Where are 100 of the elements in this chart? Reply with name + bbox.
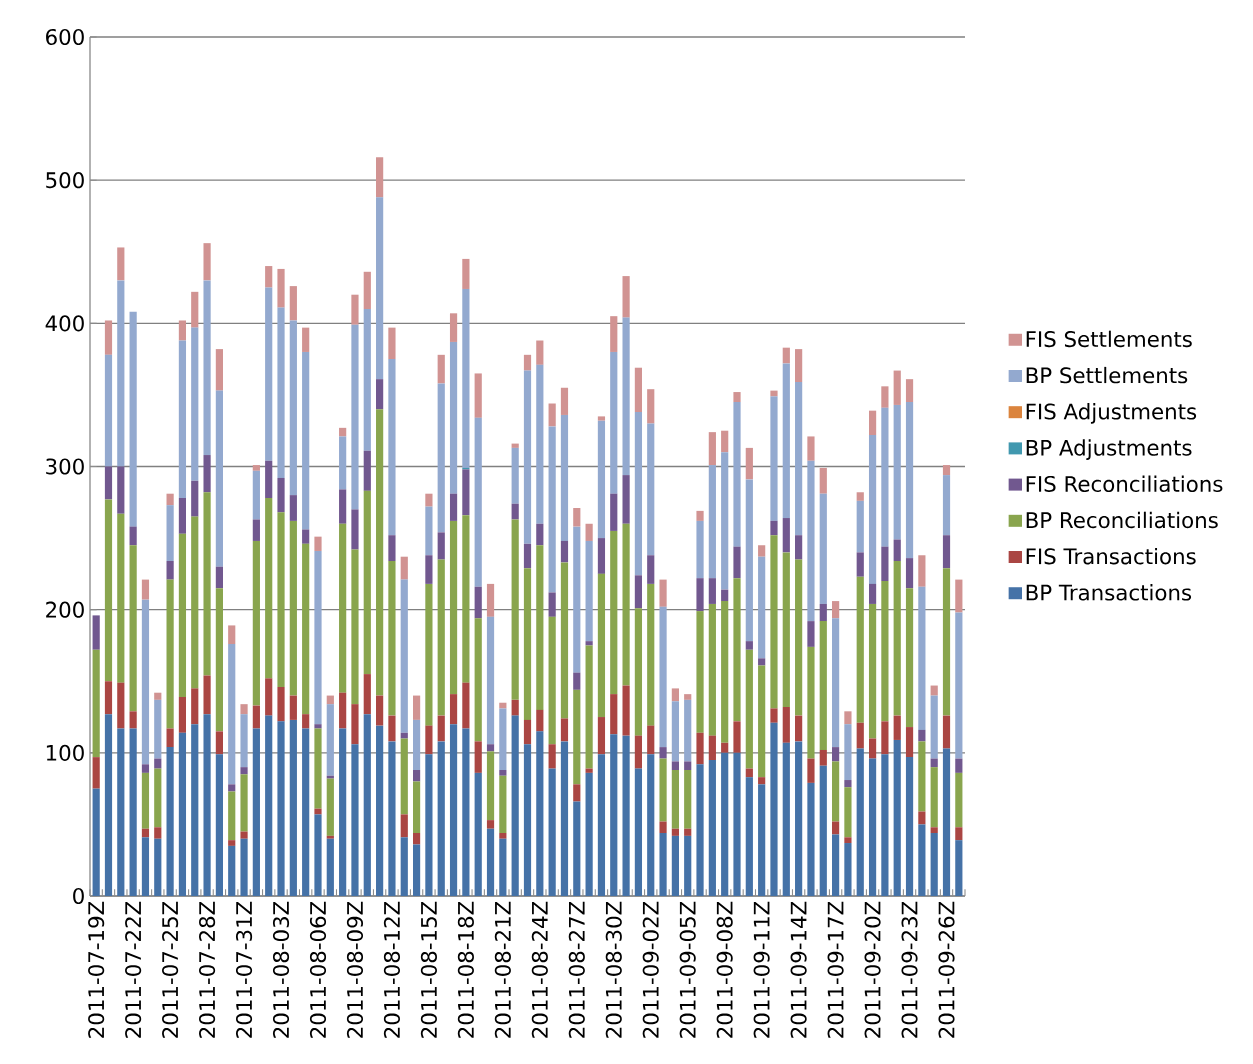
y-tick-label: 200 xyxy=(46,601,84,618)
y-tick-label: 100 xyxy=(46,744,84,761)
bar xyxy=(129,311,137,527)
x-tick-label: 2011-08-12Z xyxy=(383,901,400,1038)
bar xyxy=(302,543,310,715)
bar xyxy=(252,728,260,896)
bar xyxy=(918,811,926,825)
bar xyxy=(721,430,729,453)
bar xyxy=(560,718,569,742)
bar xyxy=(634,575,643,609)
bar xyxy=(363,674,371,715)
bar xyxy=(277,512,285,687)
bar xyxy=(92,788,100,896)
bar xyxy=(141,837,150,896)
bar xyxy=(351,704,359,745)
x-tick-label: 2011-08-06Z xyxy=(309,901,327,1038)
bar xyxy=(400,738,408,815)
bar xyxy=(412,719,421,771)
bar xyxy=(745,641,753,650)
bar xyxy=(758,784,766,896)
bar xyxy=(400,837,408,896)
bar xyxy=(449,520,458,695)
bar xyxy=(388,715,396,742)
bar xyxy=(141,599,150,765)
bar xyxy=(252,465,260,471)
bar xyxy=(856,748,864,896)
bar xyxy=(881,581,889,722)
bar xyxy=(659,821,667,834)
bar xyxy=(942,568,951,716)
bar xyxy=(671,688,679,702)
bar xyxy=(265,460,273,498)
bar xyxy=(437,741,445,896)
bar xyxy=(955,772,963,828)
bar xyxy=(339,728,347,896)
bar xyxy=(647,754,655,896)
bar xyxy=(215,390,223,567)
bar xyxy=(905,379,914,403)
bar xyxy=(511,519,519,700)
bar xyxy=(573,689,581,785)
legend-label: BP Reconciliations xyxy=(1026,511,1218,529)
bar xyxy=(856,552,864,577)
bar xyxy=(511,503,519,520)
bar xyxy=(178,697,187,733)
bar xyxy=(104,320,113,355)
bar xyxy=(868,583,877,604)
x-tick-label: 2011-09-08Z xyxy=(716,901,733,1038)
bar xyxy=(548,616,556,745)
bar xyxy=(844,787,852,838)
x-tick-label: 2011-08-15Z xyxy=(420,901,437,1038)
bar xyxy=(634,768,643,896)
legend-label: FIS Transactions xyxy=(1026,547,1196,565)
x-tick-label: 2011-08-30Z xyxy=(605,901,622,1038)
bar xyxy=(400,556,408,580)
bar xyxy=(758,658,766,666)
bar xyxy=(905,402,914,559)
bar xyxy=(684,694,692,700)
bar xyxy=(388,359,396,536)
bar xyxy=(437,383,445,533)
bar xyxy=(696,764,704,896)
bar xyxy=(277,686,285,722)
bar xyxy=(782,363,790,519)
bar xyxy=(708,735,716,760)
bar xyxy=(782,742,790,896)
bar xyxy=(302,728,310,896)
bar xyxy=(634,367,643,413)
bar xyxy=(511,699,519,716)
bar xyxy=(671,701,679,762)
bar xyxy=(511,447,519,504)
bar xyxy=(844,843,852,896)
bar xyxy=(376,157,384,198)
x-tick-label: 2011-09-23Z xyxy=(901,901,918,1038)
bar xyxy=(400,814,408,838)
bar xyxy=(832,601,840,619)
bar xyxy=(758,665,766,778)
bar xyxy=(191,724,199,896)
bar xyxy=(191,291,199,328)
legend-label: BP Adjustments xyxy=(1026,439,1192,460)
bar xyxy=(955,827,963,841)
legend-label: BP Transactions xyxy=(1026,584,1192,601)
bar xyxy=(708,465,716,579)
bar xyxy=(659,833,667,896)
legend-label: FIS Adjustments xyxy=(1026,403,1197,424)
x-tick-label: 2011-08-27Z xyxy=(568,901,585,1038)
bar xyxy=(770,396,778,521)
bar xyxy=(117,466,125,514)
bar xyxy=(486,828,495,896)
bar xyxy=(758,556,766,659)
bar xyxy=(363,490,371,675)
bar xyxy=(412,695,421,720)
bar xyxy=(363,271,371,310)
bar xyxy=(462,288,470,468)
bar xyxy=(314,550,322,725)
bar xyxy=(881,407,889,547)
x-tick-label: 2011-07-22Z xyxy=(125,901,142,1038)
x-tick-label: 2011-09-11Z xyxy=(753,901,770,1038)
bar xyxy=(252,470,260,520)
bar xyxy=(930,833,938,896)
bar xyxy=(462,515,470,683)
bar xyxy=(573,508,581,527)
bar xyxy=(622,735,630,896)
